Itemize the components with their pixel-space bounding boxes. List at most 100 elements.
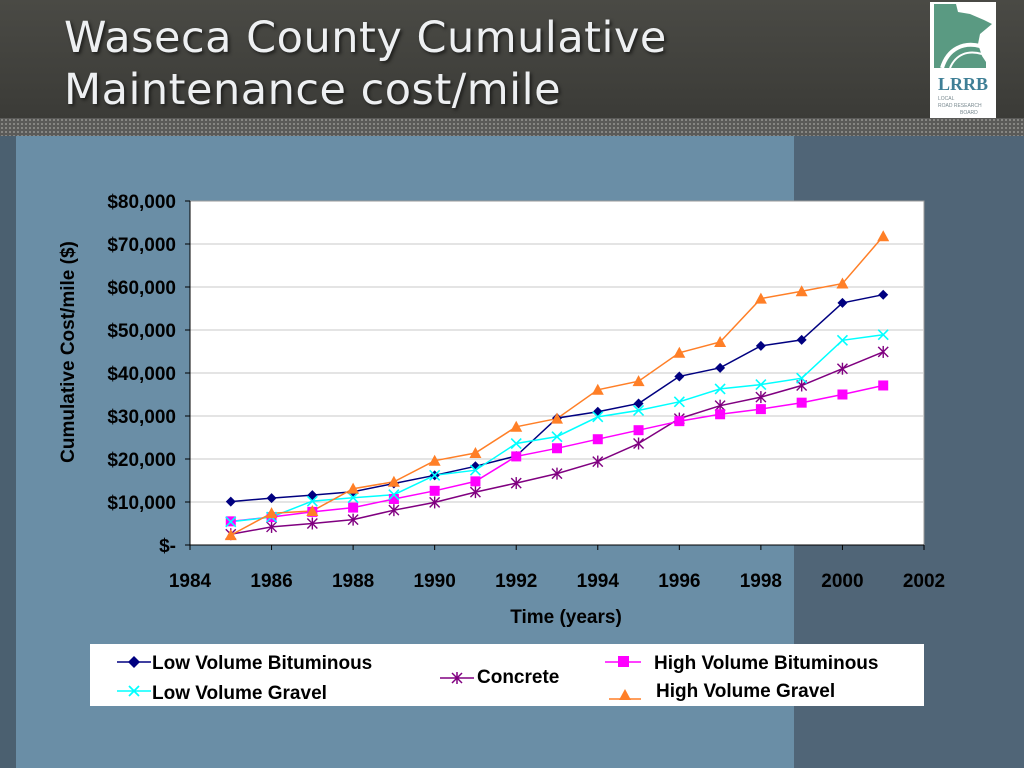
minnesota-map-icon: LRRB LOCAL ROAD RESEARCH BOARD	[934, 4, 992, 116]
data-point-high-volume-gravel	[551, 412, 563, 424]
data-point-high-volume-gravel	[469, 446, 482, 458]
data-point-low-volume-bituminous	[796, 334, 807, 345]
x-tick-label: 1984	[169, 571, 212, 592]
y-tick-label: $-	[159, 536, 176, 557]
data-point-low-volume-bituminous	[837, 297, 848, 308]
legend-symbol-high-volume-gravel	[609, 689, 641, 700]
data-point-high-volume-bituminous	[796, 397, 807, 408]
data-point-low-volume-gravel	[225, 516, 237, 528]
data-point-high-volume-gravel	[265, 507, 278, 519]
x-tick-label: 1986	[250, 571, 292, 592]
data-point-high-volume-bituminous	[348, 502, 359, 513]
data-point-high-volume-bituminous	[633, 425, 644, 436]
data-point-high-volume-bituminous	[470, 476, 481, 487]
y-tick-label: $50,000	[107, 321, 176, 342]
data-point-high-volume-gravel	[306, 505, 319, 517]
y-tick-label: $70,000	[107, 235, 176, 256]
data-point-high-volume-gravel	[224, 529, 237, 541]
data-point-high-volume-gravel	[428, 454, 441, 466]
data-point-high-volume-gravel	[714, 336, 727, 348]
legend-label-high-volume-gravel: High Volume Gravel	[656, 681, 836, 702]
data-point-low-volume-bituminous	[715, 362, 726, 373]
x-axis-label: Time (years)	[510, 607, 622, 628]
data-point-high-volume-bituminous	[878, 380, 889, 391]
y-tick-label: $80,000	[107, 192, 176, 213]
data-point-high-volume-bituminous	[674, 416, 685, 427]
data-point-low-volume-bituminous	[266, 493, 277, 504]
legend-label-low-volume-gravel: Low Volume Gravel	[152, 683, 327, 704]
data-point-low-volume-bituminous	[674, 371, 685, 382]
data-point-low-volume-gravel	[551, 431, 563, 443]
y-tick-label: $30,000	[107, 407, 176, 428]
title-line-1: Waseca County Cumulative	[64, 13, 667, 63]
data-point-high-volume-gravel	[591, 383, 604, 395]
data-point-high-volume-bituminous	[552, 443, 562, 454]
svg-text:BOARD: BOARD	[960, 110, 978, 116]
data-point-high-volume-bituminous	[592, 434, 603, 445]
data-point-low-volume-bituminous	[633, 398, 644, 409]
data-point-concrete	[469, 486, 481, 499]
data-point-low-volume-gravel	[714, 383, 726, 395]
data-point-high-volume-gravel	[836, 277, 849, 289]
data-point-high-volume-bituminous	[388, 493, 399, 504]
data-point-high-volume-gravel	[387, 475, 400, 487]
data-point-low-volume-bituminous	[878, 289, 889, 300]
title-line-2: Maintenance cost/mile	[64, 65, 562, 115]
data-point-high-volume-bituminous	[429, 485, 440, 496]
data-point-high-volume-gravel	[795, 285, 808, 297]
x-tick-label: 1988	[332, 571, 374, 592]
lrrb-logo: LRRB LOCAL ROAD RESEARCH BOARD	[930, 2, 996, 118]
y-tick-label: $10,000	[107, 493, 176, 514]
data-point-low-volume-bituminous	[755, 340, 766, 351]
data-point-low-volume-gravel	[673, 396, 685, 408]
data-point-concrete	[266, 520, 278, 533]
x-tick-label: 2000	[821, 571, 863, 592]
title-bar: Waseca County Cumulative Maintenance cos…	[0, 0, 1024, 118]
data-point-concrete	[347, 513, 359, 526]
y-axis-label: Cumulative Cost/mile ($)	[58, 241, 79, 463]
data-point-high-volume-bituminous	[755, 404, 766, 415]
data-point-concrete	[551, 467, 563, 480]
data-point-low-volume-gravel	[510, 437, 522, 450]
data-point-concrete	[592, 455, 604, 468]
x-tick-label: 1998	[740, 571, 782, 592]
decorative-band	[0, 118, 1024, 136]
logo-text: LRRB	[938, 74, 988, 94]
x-tick-label: 1992	[495, 571, 537, 592]
data-point-high-volume-bituminous	[715, 409, 726, 420]
y-tick-label: $40,000	[107, 364, 176, 385]
data-point-concrete	[836, 362, 848, 375]
data-point-concrete	[755, 391, 767, 404]
data-point-concrete	[306, 517, 318, 530]
data-point-low-volume-gravel	[469, 464, 482, 476]
data-point-low-volume-gravel	[592, 411, 604, 423]
y-tick-label: $20,000	[107, 450, 176, 471]
data-point-low-volume-bituminous	[225, 496, 236, 507]
legend-label-high-volume-bituminous: High Volume Bituminous	[654, 653, 879, 674]
data-point-low-volume-gravel	[388, 489, 400, 501]
data-point-high-volume-gravel	[347, 482, 360, 494]
data-point-high-volume-gravel	[754, 292, 767, 304]
x-tick-label: 1990	[414, 571, 456, 592]
data-point-high-volume-gravel	[632, 375, 645, 387]
legend-symbol-concrete	[440, 672, 474, 684]
data-point-concrete	[388, 504, 400, 517]
slide-title: Waseca County Cumulative Maintenance cos…	[64, 12, 667, 116]
data-point-concrete	[510, 477, 522, 490]
data-point-low-volume-gravel	[836, 334, 849, 346]
data-point-high-volume-bituminous	[511, 451, 522, 462]
x-tick-label: 2002	[903, 571, 945, 592]
data-point-low-volume-gravel	[632, 404, 645, 416]
legend-label-low-volume-bituminous: Low Volume Bituminous	[152, 653, 373, 674]
svg-text:ROAD RESEARCH: ROAD RESEARCH	[938, 103, 982, 109]
data-point-high-volume-gravel	[510, 420, 523, 432]
data-point-high-volume-bituminous	[837, 389, 848, 400]
x-tick-label: 1996	[658, 571, 700, 592]
data-point-low-volume-gravel	[429, 469, 441, 481]
legend-symbol-high-volume-bituminous	[605, 656, 641, 667]
data-point-concrete	[429, 496, 441, 509]
data-point-high-volume-gravel	[673, 346, 686, 358]
legend-label-concrete: Concrete	[477, 667, 560, 688]
data-point-concrete	[877, 345, 889, 358]
